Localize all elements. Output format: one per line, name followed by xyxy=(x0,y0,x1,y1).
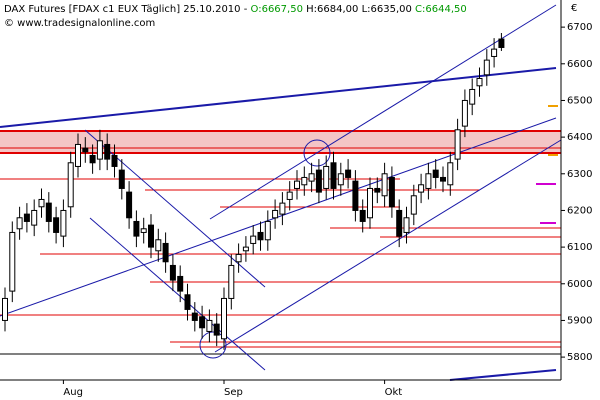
x-tick-label: Aug xyxy=(63,387,83,398)
candle-body xyxy=(388,176,395,208)
candle-body xyxy=(396,209,403,237)
candle-body xyxy=(228,264,235,299)
y-tick-label: 5900 xyxy=(567,315,592,326)
candle-body xyxy=(206,319,213,332)
candle-body xyxy=(133,220,140,237)
y-tick-label: 6300 xyxy=(567,169,592,180)
copyright: © www.tradesignalonline.com xyxy=(4,18,155,29)
candle-body xyxy=(447,162,454,186)
candle-body xyxy=(53,217,60,233)
candle-body xyxy=(476,77,483,87)
candle-body xyxy=(264,220,271,241)
candle-body xyxy=(23,213,30,222)
candle-body xyxy=(111,154,118,167)
candle-body xyxy=(432,169,439,178)
title-text: DAX Futures [FDAX c1 EUX Täglich] 25.10.… xyxy=(4,4,248,15)
candle-body xyxy=(96,140,103,160)
quote-close: C:6644,50 xyxy=(415,4,467,15)
candle-body xyxy=(242,246,249,252)
candle-body xyxy=(352,180,359,211)
y-tick-label: 6200 xyxy=(567,205,592,216)
y-tick-label: 6600 xyxy=(567,59,592,70)
candle-body xyxy=(483,59,490,76)
price-markers xyxy=(536,105,558,224)
candle-body xyxy=(308,173,315,182)
quote-high: H:6684,00 xyxy=(306,4,358,15)
y-tick-label: 6000 xyxy=(567,279,592,290)
candle-body xyxy=(294,180,300,189)
currency: € xyxy=(571,3,577,14)
candle-body xyxy=(257,231,264,241)
candle-body xyxy=(272,209,279,219)
candle-body xyxy=(184,294,191,310)
candle-body xyxy=(425,173,432,189)
candle-body xyxy=(191,312,198,321)
level-lines xyxy=(0,130,561,348)
candle-body xyxy=(250,235,257,244)
y-tick-label: 6100 xyxy=(567,242,592,253)
candle-body xyxy=(469,88,476,105)
candle-body xyxy=(148,224,154,248)
candle-body xyxy=(301,176,308,186)
candle-body xyxy=(235,253,242,263)
x-tick-label: Sep xyxy=(224,387,243,398)
candle-body xyxy=(60,209,67,237)
candle-body xyxy=(410,195,417,215)
candle-body xyxy=(498,38,505,48)
candle-body xyxy=(403,217,410,233)
candle-body xyxy=(491,48,498,57)
x-tick-label: Okt xyxy=(385,387,403,398)
candle-body xyxy=(2,297,8,321)
candle-body xyxy=(461,99,468,127)
y-tick-label: 6400 xyxy=(567,132,592,143)
y-tick-label: 6500 xyxy=(567,95,592,106)
candle-body xyxy=(31,209,38,226)
candle-body xyxy=(213,323,220,336)
candle-body xyxy=(381,173,388,197)
candle-body xyxy=(155,239,162,252)
candle-body xyxy=(177,275,184,292)
candle-body xyxy=(367,187,373,219)
candle-body xyxy=(162,242,169,263)
candle-body xyxy=(279,202,286,215)
candle-body xyxy=(89,154,96,164)
candle-body xyxy=(67,162,74,208)
candle-body xyxy=(104,143,111,160)
candle-body xyxy=(315,169,322,193)
y-tick-label: 5800 xyxy=(567,352,592,363)
candle-body xyxy=(199,316,206,329)
candle-body xyxy=(9,231,16,292)
y-tick-label: 6700 xyxy=(567,22,592,33)
quote-low: L:6635,00 xyxy=(362,4,412,15)
candle-body xyxy=(359,209,366,222)
candle-body xyxy=(16,217,23,230)
candle-body xyxy=(75,143,81,167)
candle-body xyxy=(221,297,227,340)
candle-body xyxy=(323,165,330,189)
candle-body xyxy=(418,184,425,193)
candle-body xyxy=(45,202,52,222)
candle-body xyxy=(118,169,125,189)
candle-body xyxy=(286,191,293,200)
candle-body xyxy=(140,228,147,233)
candle-body xyxy=(374,187,381,193)
candle-body xyxy=(454,129,461,160)
candle-body xyxy=(330,162,337,189)
candle-body xyxy=(337,173,344,186)
candle-body xyxy=(38,198,45,208)
chart-title: DAX Futures [FDAX c1 EUX Täglich] 25.10.… xyxy=(4,4,467,15)
candle-body xyxy=(126,191,133,219)
candle-body xyxy=(169,264,176,281)
candle-body xyxy=(440,176,446,182)
candle-body xyxy=(82,147,89,153)
quote-open: O:6667,50 xyxy=(251,4,303,15)
candle-body xyxy=(345,169,352,178)
